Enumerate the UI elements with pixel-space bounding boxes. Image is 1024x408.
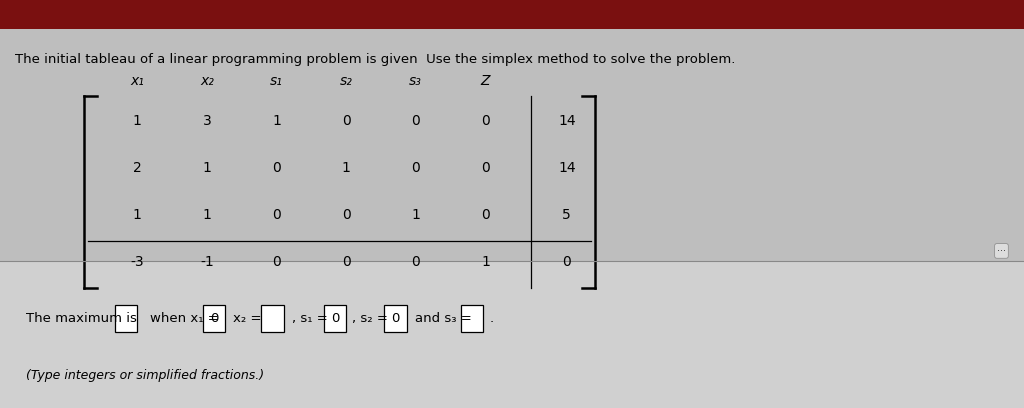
Text: , s₁ =: , s₁ =	[292, 312, 328, 325]
Text: 0: 0	[481, 208, 489, 222]
Text: 0: 0	[481, 114, 489, 129]
Bar	[0, 261, 1024, 408]
Text: 0: 0	[272, 161, 281, 175]
Text: Z: Z	[480, 74, 490, 88]
Text: 0: 0	[412, 255, 420, 269]
Text: 0: 0	[342, 255, 350, 269]
Text: 0: 0	[342, 114, 350, 129]
Text: when x₁ =: when x₁ =	[150, 312, 218, 325]
Text: 5: 5	[562, 208, 571, 222]
Text: s₁: s₁	[270, 74, 283, 88]
Text: 0: 0	[342, 208, 350, 222]
Text: 0: 0	[412, 114, 420, 129]
Text: 0: 0	[331, 312, 339, 325]
Text: 0: 0	[272, 208, 281, 222]
Text: 0: 0	[210, 312, 218, 325]
Text: ···: ···	[997, 246, 1006, 256]
Text: x₂: x₂	[200, 74, 214, 88]
Text: 1: 1	[481, 255, 489, 269]
Text: 1: 1	[203, 208, 211, 222]
Text: 1: 1	[203, 161, 211, 175]
Text: 1: 1	[272, 114, 281, 129]
Text: , s₂ =: , s₂ =	[352, 312, 388, 325]
Text: 0: 0	[391, 312, 399, 325]
Text: 1: 1	[133, 208, 141, 222]
Text: x₂ =: x₂ =	[233, 312, 262, 325]
Text: 1: 1	[412, 208, 420, 222]
Text: and s₃ =: and s₃ =	[415, 312, 471, 325]
Text: .: .	[489, 312, 494, 325]
Bar	[384, 305, 407, 331]
Text: 2: 2	[133, 161, 141, 175]
Text: x₁: x₁	[130, 74, 144, 88]
Bar	[115, 305, 137, 331]
Text: (Type integers or simplified fractions.): (Type integers or simplified fractions.)	[26, 369, 264, 382]
Bar	[261, 305, 284, 331]
Text: 0: 0	[562, 255, 571, 269]
Bar	[0, 0, 1024, 29]
Text: 14: 14	[558, 114, 575, 129]
Bar	[203, 305, 225, 331]
Text: s₃: s₃	[410, 74, 422, 88]
Text: -3: -3	[130, 255, 144, 269]
Text: s₂: s₂	[340, 74, 352, 88]
Text: 0: 0	[272, 255, 281, 269]
Text: 3: 3	[203, 114, 211, 129]
Text: 1: 1	[133, 114, 141, 129]
Text: 0: 0	[481, 161, 489, 175]
Text: The maximum is: The maximum is	[26, 312, 136, 325]
Text: 1: 1	[342, 161, 350, 175]
Text: 0: 0	[412, 161, 420, 175]
Text: -1: -1	[200, 255, 214, 269]
Bar	[461, 305, 483, 331]
Text: The initial tableau of a linear programming problem is given  Use the simplex me: The initial tableau of a linear programm…	[15, 53, 735, 66]
Text: 14: 14	[558, 161, 575, 175]
Bar	[324, 305, 346, 331]
